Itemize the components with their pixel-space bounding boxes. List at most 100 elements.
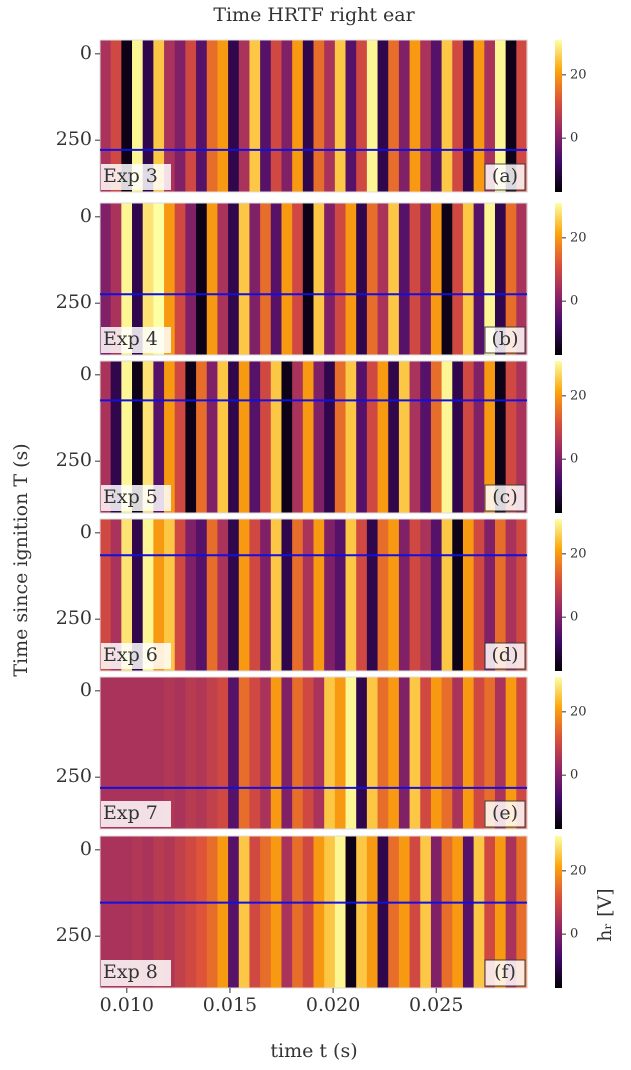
heatmap-cell bbox=[505, 519, 517, 671]
heatmap-cell bbox=[473, 519, 485, 671]
heatmap-cell bbox=[132, 361, 144, 513]
heatmap-cell bbox=[409, 677, 421, 829]
heatmap-cell bbox=[388, 677, 400, 829]
heatmap-cell bbox=[334, 677, 347, 829]
label-bg bbox=[101, 485, 171, 511]
chart-title: Time HRTF right ear bbox=[213, 4, 415, 26]
panel-frame bbox=[99, 360, 528, 514]
heatmap-cell bbox=[334, 40, 347, 192]
colorbar-tick-label: 20 bbox=[570, 230, 587, 245]
heatmap-cell bbox=[260, 203, 272, 355]
heatmap-cell bbox=[366, 519, 379, 671]
heatmap-cell bbox=[249, 519, 261, 671]
tag-bg bbox=[484, 959, 526, 987]
heatmap-cell bbox=[420, 519, 432, 671]
heatmap-cell bbox=[142, 677, 154, 829]
colorbar-tick-label: 20 bbox=[570, 546, 587, 561]
heatmap-cell bbox=[462, 40, 475, 192]
colorbar bbox=[555, 519, 562, 671]
heatmap-cell bbox=[228, 361, 240, 513]
heatmap-cell bbox=[313, 836, 325, 988]
y-tick-label: 0 bbox=[80, 838, 92, 860]
heatmap-cell bbox=[164, 519, 176, 671]
heatmap-cell bbox=[153, 836, 165, 988]
heatmap-cell bbox=[174, 203, 186, 355]
heatmap-cell bbox=[249, 677, 261, 829]
x-axis-label: time t (s) bbox=[270, 1040, 357, 1062]
heatmap-cell bbox=[494, 361, 507, 513]
heatmap-cell bbox=[452, 203, 464, 355]
heatmap-cell bbox=[420, 40, 432, 192]
y-tick-label: 250 bbox=[56, 128, 92, 150]
colorbar-tick-label: 0 bbox=[570, 610, 578, 625]
heatmap-cell bbox=[185, 519, 197, 671]
heatmap-cell bbox=[484, 40, 496, 192]
heatmap-cell bbox=[238, 40, 251, 192]
colorbar bbox=[555, 677, 562, 829]
y-tick-label: 250 bbox=[56, 765, 92, 787]
colorbar bbox=[555, 361, 562, 513]
heatmap-cell bbox=[473, 203, 485, 355]
heatmap-cell bbox=[420, 203, 432, 355]
heatmap-cell bbox=[345, 361, 357, 513]
heatmap-cell bbox=[409, 519, 421, 671]
heatmap-cell bbox=[313, 361, 325, 513]
heatmap-cell bbox=[484, 361, 496, 513]
heatmap-cell bbox=[270, 203, 283, 355]
heatmap-cell bbox=[292, 203, 304, 355]
heatmap-cell bbox=[228, 677, 240, 829]
heatmap-cell bbox=[388, 519, 400, 671]
heatmap-cell bbox=[121, 361, 133, 513]
heatmap-cell bbox=[142, 203, 154, 355]
heatmap-cell bbox=[334, 361, 347, 513]
heatmap-cell bbox=[494, 40, 507, 192]
heatmap-cell bbox=[153, 40, 165, 192]
heatmap-cell bbox=[153, 361, 165, 513]
heatmap-cell bbox=[366, 677, 379, 829]
panel-frame bbox=[99, 202, 528, 356]
heatmap-cell bbox=[281, 836, 293, 988]
heatmap-cell bbox=[132, 519, 144, 671]
heatmap-cell bbox=[302, 40, 315, 192]
heatmap-cell bbox=[110, 519, 122, 671]
heatmap-cell bbox=[409, 203, 421, 355]
tag-bg bbox=[484, 163, 526, 191]
heatmap-cell bbox=[356, 40, 368, 192]
panel-tag: (d) bbox=[492, 644, 519, 666]
heatmap-cell bbox=[441, 677, 453, 829]
heatmap-cell bbox=[356, 677, 368, 829]
heatmap-cell bbox=[153, 677, 165, 829]
heatmap-cell bbox=[185, 203, 197, 355]
heatmap-cell bbox=[366, 361, 379, 513]
y-tick-label: 250 bbox=[56, 607, 92, 629]
colorbar bbox=[555, 836, 562, 988]
heatmap-cell bbox=[452, 519, 464, 671]
heatmap-cell bbox=[110, 203, 122, 355]
heatmap-cell bbox=[462, 519, 475, 671]
heatmap-cell bbox=[302, 677, 315, 829]
colorbar-tick-label: 20 bbox=[570, 388, 587, 403]
heatmap-cell bbox=[505, 836, 517, 988]
heatmap-cell bbox=[409, 836, 421, 988]
colorbar-tick-label: 20 bbox=[570, 67, 587, 82]
heatmap-cell bbox=[420, 836, 432, 988]
heatmap-cell bbox=[249, 836, 261, 988]
heatmap-cell bbox=[164, 40, 176, 192]
heatmap-cell bbox=[345, 203, 357, 355]
heatmap-cell bbox=[249, 40, 261, 192]
heatmap-cell bbox=[153, 519, 165, 671]
heatmap-cell bbox=[174, 836, 186, 988]
heatmap-cell bbox=[292, 677, 304, 829]
heatmap-cell bbox=[185, 40, 197, 192]
colorbar-tick-label: 0 bbox=[570, 927, 578, 942]
panel-tag: (b) bbox=[492, 328, 519, 350]
heatmap-cell bbox=[516, 203, 528, 355]
heatmap-cell bbox=[494, 203, 507, 355]
x-tick-label: 0.020 bbox=[306, 994, 360, 1016]
colorbar-tick-label: 20 bbox=[570, 863, 587, 878]
heatmap-cell bbox=[196, 361, 208, 513]
panel-name: Exp 5 bbox=[103, 486, 158, 508]
heatmap-cell bbox=[505, 677, 517, 829]
y-tick-label: 0 bbox=[80, 521, 92, 543]
